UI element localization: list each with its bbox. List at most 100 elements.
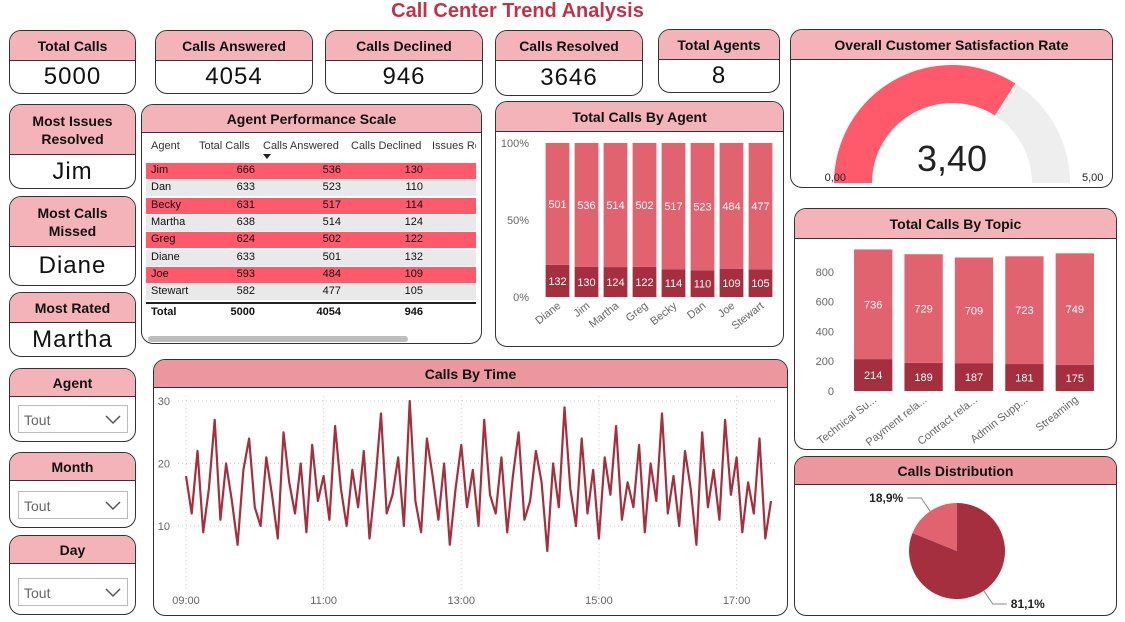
- table-row-bg: [146, 232, 476, 249]
- table-cell: Joe: [151, 267, 169, 280]
- table-cell: 130: [404, 164, 423, 176]
- table-row-bg: [146, 214, 476, 231]
- kpi-value: 946: [382, 63, 426, 90]
- highlight-value: Diane: [38, 252, 107, 279]
- table-row-bg: [146, 163, 476, 179]
- table-cell: 593: [236, 267, 255, 280]
- table-cell: 624: [236, 233, 255, 246]
- table-cell: Stewart: [151, 285, 189, 298]
- kpi-value: 5000: [43, 63, 102, 90]
- card-header: Calls Resolved: [496, 31, 642, 61]
- column-header: Calls Declined: [351, 140, 422, 152]
- table-cell: 109: [404, 267, 423, 280]
- chevron-icon: [105, 415, 121, 425]
- card-header: Most Rated: [10, 293, 135, 323]
- table-cell: 122: [404, 233, 423, 246]
- table-row-bg: [146, 284, 476, 301]
- card-header: Month: [10, 453, 135, 481]
- table-cell: Dan: [151, 181, 172, 194]
- table-cell: Diane: [151, 250, 180, 263]
- highlight-card: Most Rated Martha: [9, 292, 136, 357]
- card-header: Day: [10, 536, 135, 564]
- table-body: Agent Total Calls Calls Answered Calls Decl…: [146, 134, 476, 326]
- table-cell: 514: [322, 215, 341, 228]
- table-cell: 631: [236, 198, 255, 211]
- card-header: Calls Declined: [326, 31, 482, 61]
- table-cell: 523: [322, 181, 341, 194]
- table-cell: Total: [151, 306, 177, 318]
- card-header: Total Calls By Topic: [795, 209, 1116, 239]
- slicer-card: Agent Tout: [9, 368, 136, 442]
- page-title: Call Center Trend Analysis: [391, 0, 644, 22]
- table-cell: 484: [322, 267, 341, 280]
- scrollbar: [148, 336, 408, 342]
- column-header: Calls Answered: [263, 140, 339, 152]
- table-cell: Martha: [151, 215, 186, 228]
- chevron-icon: [105, 501, 121, 511]
- card-header: Calls Answered: [156, 31, 312, 61]
- column-header: Issues Re: [432, 140, 476, 152]
- table-cell: 536: [322, 164, 341, 176]
- table-cell: Becky: [151, 198, 181, 211]
- table-cell: 105: [404, 285, 423, 298]
- table-cell: 638: [236, 215, 255, 228]
- sort-indicator: [263, 154, 271, 159]
- card-header: Most Calls Missed: [10, 197, 135, 247]
- table-cell: 114: [405, 198, 423, 211]
- chevron: [105, 415, 121, 425]
- table-cell: 501: [322, 250, 341, 263]
- card-header: Total Agents: [659, 30, 779, 60]
- table-cell: Jim: [151, 164, 169, 176]
- table-row-bg: [146, 197, 476, 214]
- card-header: Overall Customer Satisfaction Rate: [791, 30, 1112, 60]
- kpi-value: 4054: [205, 63, 263, 90]
- table-cell: 946: [404, 306, 423, 318]
- kpi-card: Calls Resolved 3646: [495, 30, 643, 96]
- table-cell: Greg: [151, 233, 176, 246]
- table-cell: 633: [236, 250, 255, 263]
- table-row-bg: [146, 249, 476, 266]
- kpi-card: Calls Answered 4054: [155, 30, 313, 94]
- card-header: Agent: [10, 369, 135, 397]
- slicer-card: Day Tout: [9, 535, 136, 615]
- chart-card: Calls By Time: [153, 359, 788, 616]
- table-cell: 4054: [316, 306, 341, 318]
- table-cell: 477: [322, 285, 341, 298]
- card-header: Calls Distribution: [795, 457, 1116, 485]
- table-cell: 124: [404, 215, 423, 228]
- table-cell: 132: [404, 250, 423, 263]
- chart-card: Overall Customer Satisfaction Rate: [790, 29, 1113, 188]
- chevron-icon: [105, 588, 121, 598]
- table-total-rule: [146, 302, 476, 304]
- table-cell: 517: [322, 198, 341, 211]
- slicer-dropdown[interactable]: Tout: [18, 578, 128, 606]
- highlight-value: Jim: [52, 157, 93, 185]
- table-cell: 5000: [230, 306, 255, 318]
- table-cell: 502: [322, 233, 341, 246]
- card-header: Agent Performance Scale: [142, 105, 481, 133]
- chart-card: Total Calls By Agent: [495, 101, 784, 347]
- table-cell: 582: [236, 285, 255, 298]
- chart-card: Calls Distribution: [794, 456, 1117, 616]
- card-header: Most Issues Resolved: [10, 105, 135, 155]
- card-header: Calls By Time: [154, 360, 787, 388]
- kpi-value: 8: [711, 62, 727, 89]
- highlight-card: Most Calls Missed Diane: [9, 196, 136, 286]
- column-header: Agent: [151, 140, 180, 152]
- column-header: Total Calls: [199, 140, 250, 152]
- chevron: [105, 588, 121, 598]
- kpi-card: Calls Declined 946: [325, 30, 483, 94]
- card-header: Total Calls By Agent: [496, 102, 783, 132]
- table-cell: 666: [236, 164, 255, 176]
- kpi-card: Total Agents 8: [658, 29, 780, 93]
- table-row-bg: [146, 266, 476, 283]
- chart-card: Total Calls By Topic: [794, 208, 1117, 450]
- chevron: [105, 501, 121, 511]
- kpi-card: Total Calls 5000: [9, 30, 136, 94]
- slicer-dropdown[interactable]: Tout: [18, 491, 128, 519]
- card-header: Total Calls: [10, 31, 135, 61]
- slicer-dropdown[interactable]: Tout: [18, 405, 128, 433]
